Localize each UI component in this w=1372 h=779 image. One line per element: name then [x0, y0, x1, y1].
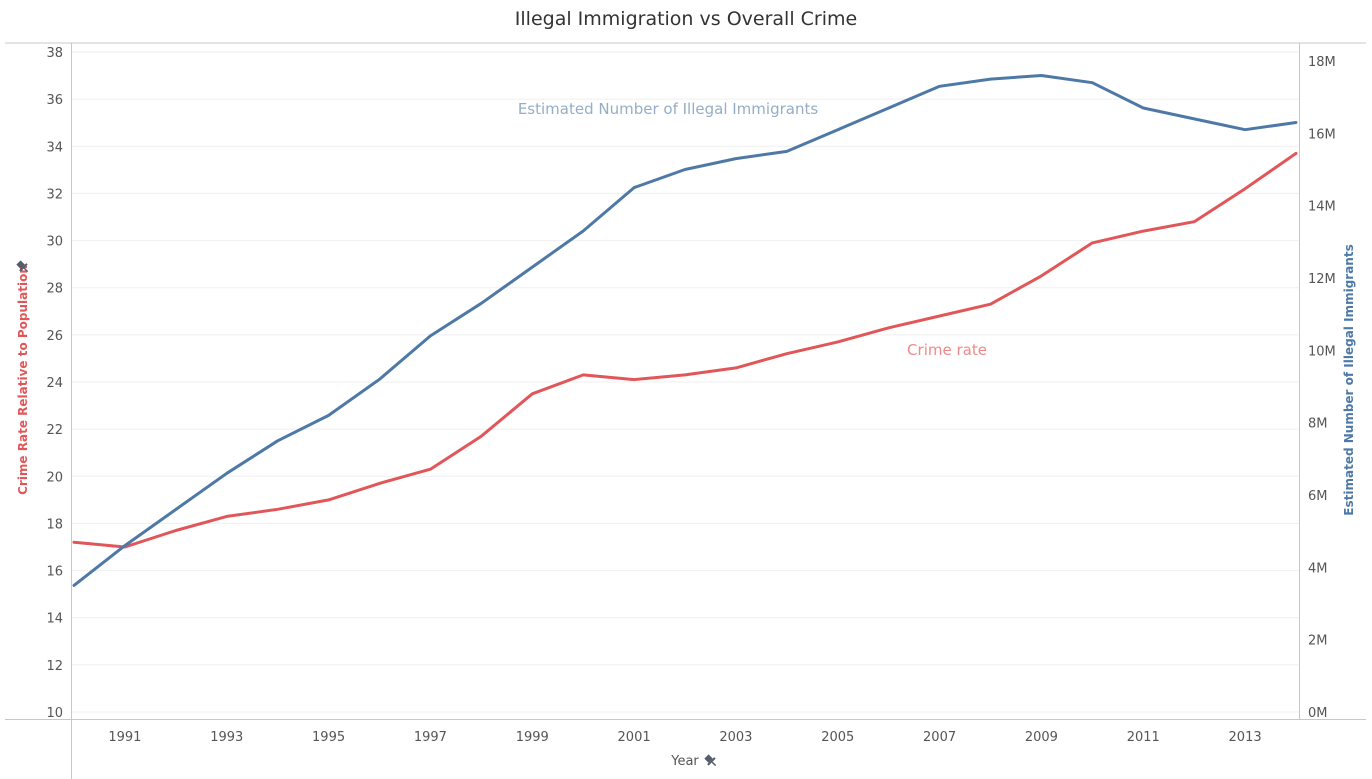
x-axis-title: Year — [670, 754, 699, 769]
left-tick-label: 10 — [46, 706, 63, 721]
right-tick-label: 0M — [1308, 706, 1328, 721]
x-tick-label: 1993 — [210, 730, 243, 745]
left-tick-label: 36 — [46, 93, 63, 108]
left-axis-pin-icon[interactable] — [15, 259, 31, 275]
left-tick-label: 14 — [46, 612, 63, 627]
left-tick-label: 22 — [46, 423, 63, 438]
x-tick-label: 2011 — [1127, 730, 1160, 745]
x-tick-label: 2009 — [1025, 730, 1058, 745]
left-tick-label: 16 — [46, 565, 63, 580]
left-tick-label: 20 — [46, 470, 63, 485]
left-axis-title: Crime Rate Relative to Population — [16, 265, 30, 495]
right-tick-label: 8M — [1308, 417, 1328, 432]
gridlines — [72, 51, 1299, 713]
chart-frame — [5, 42, 1366, 779]
series-line-1[interactable] — [72, 74, 1298, 587]
x-tick-label: 1997 — [414, 730, 447, 745]
annotation-crime-rate: Crime rate — [907, 341, 987, 359]
left-tick-label: 32 — [46, 187, 63, 202]
right-tick-label: 4M — [1308, 561, 1328, 576]
right-tick-label: 16M — [1308, 127, 1336, 142]
left-tick-label: 12 — [46, 659, 63, 674]
right-tick-label: 10M — [1308, 344, 1336, 359]
right-axis-title: Estimated Number of Illegal Immigrants — [1342, 244, 1356, 515]
x-tick-label: 2005 — [821, 730, 854, 745]
left-tick-label: 30 — [46, 235, 63, 250]
right-axis-ticks: 0M 2M 4M 6M 8M 10M 12M 14M 16M 18M — [1308, 55, 1336, 721]
series-line-0[interactable] — [72, 151, 1298, 549]
x-tick-label: 2001 — [618, 730, 651, 745]
x-tick-label: 1999 — [516, 730, 549, 745]
x-tick-label: 2003 — [719, 730, 752, 745]
x-tick-label: 2007 — [923, 730, 956, 745]
chart-title: Illegal Immigration vs Overall Crime — [514, 8, 858, 30]
left-tick-label: 18 — [46, 517, 63, 532]
x-tick-label: 1995 — [312, 730, 345, 745]
left-tick-label: 28 — [46, 282, 63, 297]
left-tick-label: 34 — [46, 140, 63, 155]
x-tick-label: 1991 — [108, 730, 141, 745]
left-tick-label: 26 — [46, 329, 63, 344]
right-tick-label: 18M — [1308, 55, 1336, 70]
x-tick-label: 2013 — [1229, 730, 1262, 745]
left-axis-ticks: 10 12 14 16 18 20 22 24 26 28 30 32 34 36 38 — [46, 46, 63, 721]
right-tick-label: 14M — [1308, 200, 1336, 215]
left-tick-label: 24 — [46, 376, 63, 391]
right-tick-label: 2M — [1308, 634, 1328, 649]
x-axis-ticks: 1991 1993 1995 1997 1999 2001 2003 2005 2007 2009… — [108, 730, 1261, 745]
annotation-immigrants: Estimated Number of Illegal Immigrants — [518, 100, 819, 118]
right-tick-label: 12M — [1308, 272, 1336, 287]
left-tick-label: 38 — [46, 46, 63, 61]
right-tick-label: 6M — [1308, 489, 1328, 504]
x-axis-pin-icon[interactable] — [703, 753, 719, 769]
series-lines — [72, 74, 1298, 587]
